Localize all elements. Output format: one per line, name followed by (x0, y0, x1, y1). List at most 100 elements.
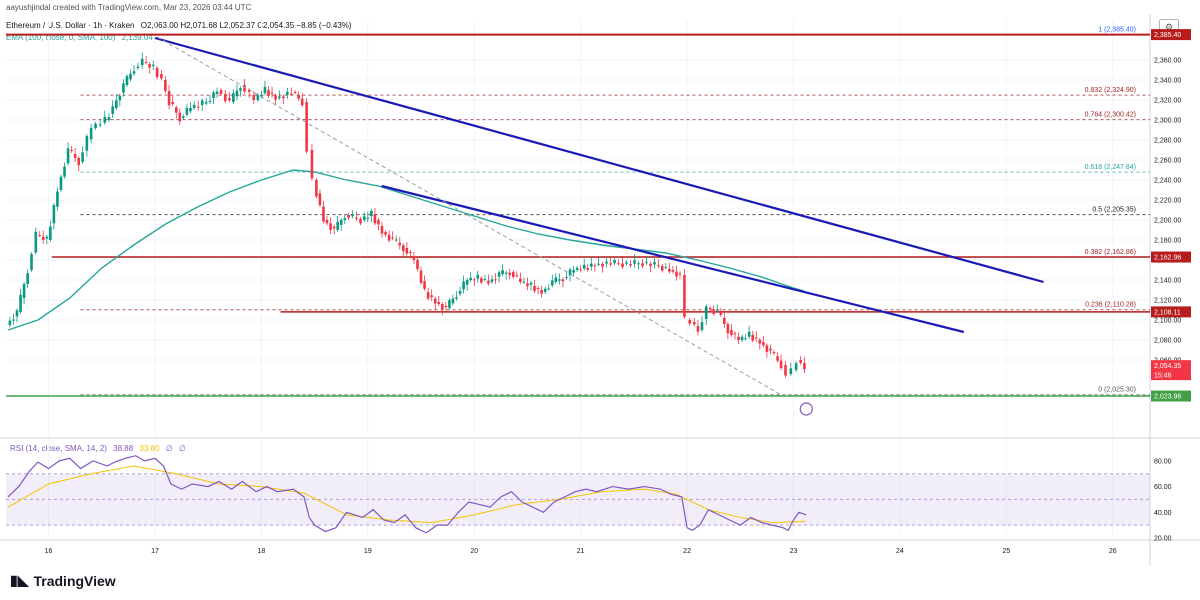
candle (416, 258, 419, 272)
candle-body (444, 306, 448, 307)
candle-body (200, 100, 204, 105)
price-tick-label: 2,320.00 (1154, 98, 1181, 105)
candle-body (359, 218, 362, 224)
candle-body (423, 281, 426, 289)
replay-icon (799, 402, 813, 416)
candle-body (668, 268, 671, 272)
rsi-tick-label: 60.00 (1154, 484, 1172, 491)
candle (657, 259, 660, 268)
candle-body (519, 278, 522, 282)
candle-body (504, 272, 508, 274)
candle (343, 214, 347, 224)
candle-body (762, 342, 765, 346)
candle-body (416, 260, 419, 270)
candle-body (433, 298, 437, 304)
candle-body (633, 260, 636, 264)
price-tick-label: 2,220.00 (1154, 198, 1181, 205)
candle (678, 271, 682, 280)
candle (726, 322, 730, 340)
candle (540, 286, 543, 298)
candle (297, 91, 300, 101)
candle-body (196, 106, 200, 108)
candle (148, 62, 151, 74)
candle (747, 325, 751, 339)
candle-body (256, 95, 260, 100)
candle (94, 121, 97, 130)
candle-body (41, 236, 45, 240)
candle (384, 230, 387, 237)
candle-body (167, 91, 171, 106)
candle (103, 110, 107, 125)
candle-body (621, 263, 624, 267)
candle (256, 93, 260, 102)
price-mark-label: 2,162.96 (1154, 255, 1181, 262)
candle (200, 98, 204, 111)
candle (252, 91, 256, 104)
candle-body (129, 73, 132, 80)
candle-body (228, 98, 231, 101)
candle-body (66, 148, 70, 164)
candle (19, 288, 22, 314)
candle (310, 144, 314, 181)
rsi-tick-label: 20.00 (1154, 536, 1172, 543)
candle-body (26, 273, 29, 284)
candle-body (391, 237, 394, 239)
candle (185, 104, 189, 117)
candle (228, 92, 231, 103)
candle (111, 100, 114, 118)
candle (45, 234, 49, 245)
candle-body (508, 272, 512, 276)
candle-body (511, 272, 515, 277)
candle-body (605, 261, 608, 264)
candle (401, 243, 405, 258)
candle (483, 275, 487, 282)
candle (554, 273, 558, 284)
price-chart[interactable]: 2,360.00 2,340.00 2,320.00 2,300.00 2,280.00… (0, 0, 1200, 566)
candle-body (409, 252, 412, 253)
candle-body (799, 360, 802, 363)
brand: ▮◣ TradingView (10, 572, 116, 589)
candle (355, 211, 358, 221)
candle-body (144, 62, 148, 63)
candle-body (572, 270, 575, 273)
ema-legend[interactable]: EMA (100, close, 0, SMA, 100) 2,139.04 (6, 33, 157, 42)
candle (740, 334, 744, 342)
candle (605, 257, 608, 268)
candle-body (351, 214, 354, 217)
candle-body (715, 310, 719, 312)
candle-body (483, 279, 487, 281)
candle-body (239, 88, 242, 91)
candle-body (263, 86, 267, 94)
candle-body (737, 336, 740, 340)
candle-body (547, 288, 551, 290)
candle-body (98, 124, 102, 126)
candle (568, 267, 572, 282)
candle (536, 286, 540, 295)
candle (332, 224, 336, 235)
candle (192, 100, 196, 110)
candle-body (155, 68, 159, 78)
price-mark-label: 2,023.96 (1154, 394, 1181, 401)
candle (575, 265, 579, 272)
candle (649, 261, 652, 273)
candle-body (617, 263, 620, 265)
fib-level-label: 0.5 (2,205.35) (1092, 207, 1136, 214)
candle (59, 174, 63, 192)
time-tick-label: 21 (577, 548, 585, 555)
price-mark-label: 2,385.40 (1154, 32, 1181, 39)
candle (286, 87, 289, 99)
candle-body (441, 304, 444, 310)
candle (89, 124, 93, 144)
rsi-legend[interactable]: RSI (14, close, SMA, 14, 2) 38.88 33.80 … (10, 444, 190, 453)
symbol-legend[interactable]: Ethereum / U.S. Dollar · 1h · Kraken O2,… (6, 21, 356, 30)
candle (204, 98, 208, 106)
candle (282, 94, 285, 105)
candle-body (111, 106, 114, 114)
candle-body (465, 280, 469, 285)
candle-body (15, 310, 19, 317)
candle-body (59, 176, 63, 190)
candle-body (278, 96, 281, 98)
candle-body (779, 360, 783, 369)
candle (629, 260, 632, 268)
candle (501, 264, 504, 276)
